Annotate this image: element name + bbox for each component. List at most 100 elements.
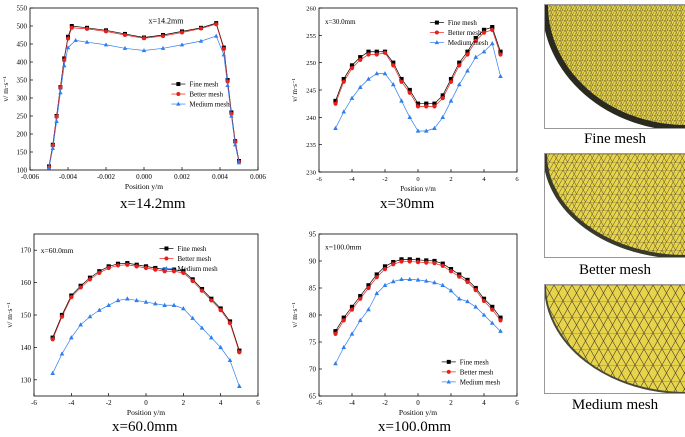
x-tick-label: -4 xyxy=(349,399,355,407)
y-tick-label: 230 xyxy=(306,170,316,177)
data-point xyxy=(489,320,495,325)
data-point xyxy=(415,128,421,133)
data-point xyxy=(465,49,470,54)
y-tick-label: 245 xyxy=(306,88,316,95)
data-point xyxy=(415,101,421,106)
series-line xyxy=(48,35,240,169)
data-point xyxy=(333,101,338,106)
data-point xyxy=(432,258,437,264)
data-point xyxy=(415,257,421,263)
data-point xyxy=(50,337,55,342)
data-point xyxy=(106,302,111,307)
data-point xyxy=(374,71,380,76)
plot-frame xyxy=(29,7,259,171)
data-point xyxy=(374,290,380,296)
y-tick-label: 170 xyxy=(21,247,32,255)
y-tick-label: 80 xyxy=(309,312,317,320)
data-point xyxy=(349,66,355,71)
data-point xyxy=(357,317,363,323)
data-point xyxy=(50,370,55,375)
data-point xyxy=(143,265,149,271)
x-tick-label: 0.000 xyxy=(136,173,152,181)
data-point xyxy=(489,41,495,46)
y-tick-label: 260 xyxy=(306,6,316,13)
series-medium-mesh xyxy=(333,276,503,366)
data-point xyxy=(78,285,83,290)
y-tick-label: 85 xyxy=(309,285,317,293)
data-point xyxy=(448,76,454,82)
data-point xyxy=(424,260,429,265)
data-point xyxy=(171,269,177,274)
data-point xyxy=(104,29,108,34)
data-point xyxy=(390,82,396,87)
data-point xyxy=(440,93,445,98)
data-point xyxy=(59,314,65,319)
y-tick-label: 450 xyxy=(17,41,28,49)
caption-2: x=30mm xyxy=(380,196,435,212)
data-point xyxy=(374,49,379,54)
chart-4: -6 -4 -2 0 2 4 6 65 70 75 80 85 90 95 Position y/m v/ m… xyxy=(290,231,519,418)
caption-4: x=100.0mm xyxy=(378,419,452,435)
data-point xyxy=(97,307,102,312)
data-point xyxy=(233,142,238,147)
y-tick-label: 200 xyxy=(17,131,28,139)
data-point xyxy=(341,315,346,320)
data-point xyxy=(190,278,195,284)
x-tick-label: -4 xyxy=(68,399,74,407)
data-point xyxy=(391,63,396,68)
data-point xyxy=(65,45,71,50)
plot-frame xyxy=(318,7,518,173)
data-point xyxy=(233,139,238,144)
data-point xyxy=(407,276,413,282)
series-line xyxy=(48,23,240,168)
data-point xyxy=(415,259,421,265)
data-point xyxy=(448,267,454,272)
x-tick-label: 4 xyxy=(482,176,486,183)
x-tick-label: -6 xyxy=(316,399,322,407)
data-point xyxy=(440,96,445,101)
data-point xyxy=(424,104,429,109)
x-tick-label: -6 xyxy=(31,399,37,407)
x-tick-label: -4 xyxy=(349,176,355,183)
data-point xyxy=(237,383,242,388)
data-point xyxy=(46,165,52,170)
data-point xyxy=(358,55,363,60)
data-point xyxy=(382,50,388,55)
data-point xyxy=(399,76,404,82)
data-point xyxy=(349,331,355,336)
data-point xyxy=(407,87,412,93)
legend-marker xyxy=(164,266,169,271)
x-tick-label: 0.006 xyxy=(250,173,266,181)
legend: Fine mesh Better mesh Medium mesh xyxy=(159,245,218,273)
data-point xyxy=(66,36,70,41)
data-point xyxy=(456,82,462,87)
data-point xyxy=(78,322,83,327)
data-point xyxy=(382,267,388,272)
legend-marker xyxy=(446,359,451,364)
x-tick-label: -2 xyxy=(382,399,388,407)
data-point xyxy=(225,79,230,84)
chart-3: -6 -4 -2 0 2 4 6 130 140 150 160 170 Position y/m v/ … xyxy=(5,233,260,417)
legend-marker xyxy=(164,256,169,261)
y-axis-label: v/ m·s⁻¹ xyxy=(291,78,299,102)
y-tick-label: 350 xyxy=(17,77,28,85)
legend: Fine mesh Better mesh Medium mesh xyxy=(441,358,501,386)
data-point xyxy=(54,119,59,123)
data-point xyxy=(106,265,111,271)
data-point xyxy=(333,125,338,130)
x-tick-label: 0 xyxy=(416,399,420,407)
data-point xyxy=(143,299,149,304)
data-point xyxy=(341,109,347,114)
series-better-mesh xyxy=(50,262,242,355)
data-point xyxy=(221,47,226,52)
legend-label: Better mesh xyxy=(177,255,211,263)
chart-title: x=100.0mm xyxy=(325,243,362,252)
data-point xyxy=(399,259,404,264)
data-point xyxy=(457,60,462,65)
data-point xyxy=(374,272,379,277)
data-point xyxy=(382,282,388,287)
x-tick-label: 0.004 xyxy=(212,173,228,181)
data-point xyxy=(423,128,429,133)
data-point xyxy=(456,296,462,301)
series-fine-mesh xyxy=(333,257,503,334)
